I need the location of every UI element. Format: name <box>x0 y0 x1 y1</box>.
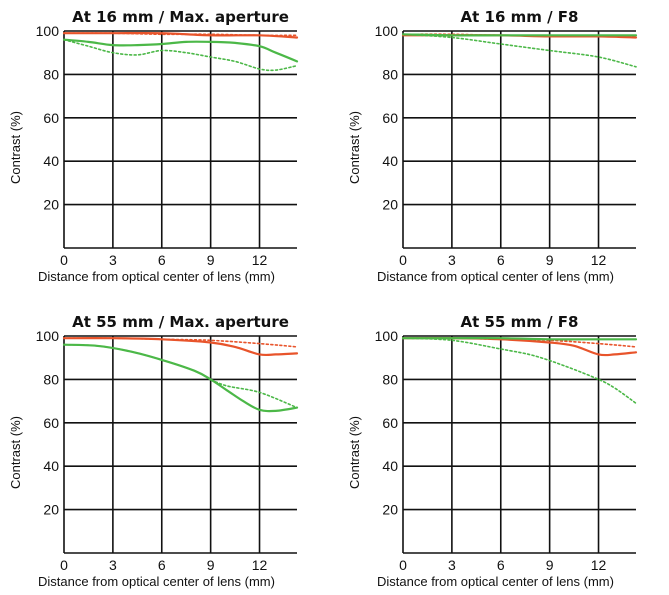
series-line-4 <box>402 33 637 68</box>
y-tick-label: 40 <box>382 458 398 474</box>
y-axis-label: Contrast (%) <box>8 111 23 184</box>
y-axis-label: Contrast (%) <box>8 416 23 489</box>
x-tick-label: 3 <box>448 252 456 268</box>
y-tick-label: 60 <box>43 110 59 126</box>
x-tick-label: 9 <box>207 252 215 268</box>
x-tick-label: 6 <box>158 557 166 573</box>
x-tick-label: 12 <box>252 557 268 573</box>
y-tick-label: 60 <box>43 415 59 431</box>
y-tick-label: 100 <box>375 328 399 344</box>
y-tick-label: 60 <box>382 415 398 431</box>
series-line-3 <box>401 33 638 37</box>
x-tick-label: 0 <box>60 252 68 268</box>
x-tick-label: 0 <box>399 557 407 573</box>
y-tick-label: 80 <box>43 66 59 82</box>
y-tick-label: 100 <box>36 328 60 344</box>
series-line-4 <box>63 38 298 72</box>
x-axis-label: Distance from optical center of lens (mm… <box>38 269 275 284</box>
x-tick-label: 6 <box>497 557 505 573</box>
x-tick-label: 0 <box>399 252 407 268</box>
series-line-4 <box>402 337 637 405</box>
y-tick-label: 100 <box>375 23 399 39</box>
x-tick-label: 3 <box>448 557 456 573</box>
series-line-2 <box>63 32 298 37</box>
y-axis-label: Contrast (%) <box>347 416 362 489</box>
y-tick-label: 20 <box>43 197 59 213</box>
chart-title: At 16 mm / Max. aperture <box>72 8 289 26</box>
x-tick-label: 3 <box>109 557 117 573</box>
y-tick-label: 20 <box>382 502 398 518</box>
series-line-2 <box>63 337 298 348</box>
x-tick-label: 6 <box>158 252 166 268</box>
y-tick-label: 100 <box>36 23 60 39</box>
y-tick-label: 60 <box>382 110 398 126</box>
chart-title: At 55 mm / Max. aperture <box>72 313 289 331</box>
y-tick-label: 40 <box>382 153 398 169</box>
x-tick-label: 3 <box>109 252 117 268</box>
chart-title: At 55 mm / F8 <box>461 313 579 331</box>
x-tick-label: 12 <box>252 252 268 268</box>
mtf-chart-1: At 16 mm / Max. aperture 20 40 60 80 100 0 3 6 9 1… <box>8 8 299 284</box>
x-tick-label: 12 <box>591 252 607 268</box>
mtf-chart-3: At 55 mm / Max. aperture 20 40 60 80 100 0 3 6 9 1… <box>8 313 299 589</box>
x-axis-label: Distance from optical center of lens (mm… <box>377 269 614 284</box>
mtf-chart-2: At 16 mm / F8 20 40 60 80 100 0 3 6 9 12 Contrast (… <box>347 8 638 284</box>
x-tick-label: 9 <box>546 557 554 573</box>
y-tick-label: 80 <box>382 66 398 82</box>
x-tick-label: 9 <box>546 252 554 268</box>
x-tick-label: 6 <box>497 252 505 268</box>
series-line-1 <box>62 337 299 357</box>
x-axis-label: Distance from optical center of lens (mm… <box>377 574 614 589</box>
x-tick-label: 12 <box>591 557 607 573</box>
x-tick-label: 0 <box>60 557 68 573</box>
x-axis-label: Distance from optical center of lens (mm… <box>38 574 275 589</box>
x-tick-label: 9 <box>207 557 215 573</box>
y-tick-label: 80 <box>382 371 398 387</box>
chart-title: At 16 mm / F8 <box>461 8 579 26</box>
y-tick-label: 20 <box>382 197 398 213</box>
series-line-4 <box>63 343 298 409</box>
y-tick-label: 80 <box>43 371 59 387</box>
y-tick-label: 40 <box>43 458 59 474</box>
series-line-3 <box>62 38 299 63</box>
y-tick-label: 20 <box>43 502 59 518</box>
mtf-chart-4: At 55 mm / F8 20 40 60 80 100 0 3 6 9 12 Contrast (… <box>347 313 638 589</box>
y-tick-label: 40 <box>43 153 59 169</box>
y-axis-label: Contrast (%) <box>347 111 362 184</box>
series-line-3 <box>401 337 638 341</box>
